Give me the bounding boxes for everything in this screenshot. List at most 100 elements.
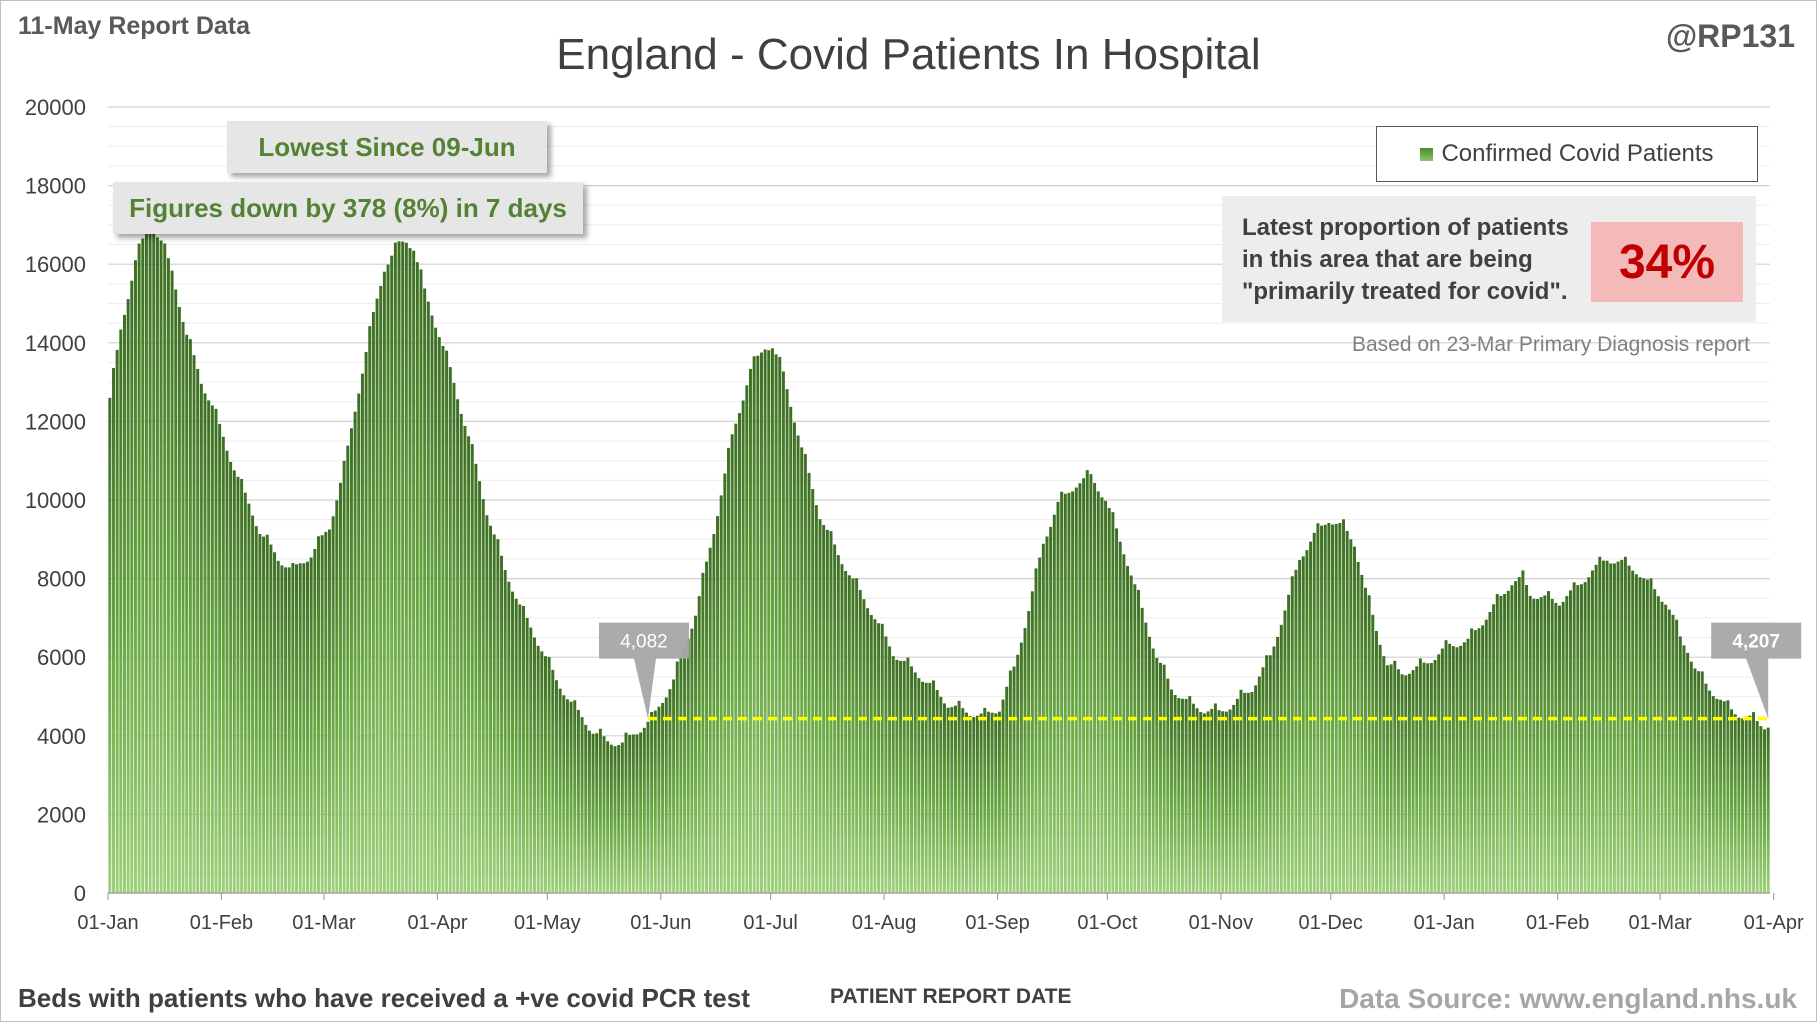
- bar: [811, 489, 815, 893]
- bar: [983, 707, 987, 893]
- bar: [133, 260, 137, 893]
- bar: [1104, 500, 1108, 893]
- bar: [496, 539, 500, 893]
- bar: [514, 598, 518, 893]
- y-tick-label: 0: [74, 881, 86, 906]
- y-tick-label: 20000: [25, 95, 86, 120]
- bar: [569, 701, 573, 893]
- y-tick-label: 6000: [37, 645, 86, 670]
- bar: [1082, 478, 1086, 893]
- bar: [1569, 590, 1572, 893]
- bar: [847, 575, 851, 893]
- bar: [214, 408, 218, 893]
- bar: [1144, 622, 1148, 893]
- bar: [741, 400, 745, 893]
- proportion-note: Based on 23-Mar Primary Diagnosis report: [1352, 333, 1750, 356]
- bar: [1678, 636, 1682, 893]
- bar: [196, 368, 200, 893]
- bar: [935, 690, 939, 893]
- bar: [1045, 536, 1049, 893]
- bar: [683, 647, 687, 893]
- bar: [719, 495, 723, 893]
- bar: [1345, 530, 1349, 893]
- bar: [1199, 712, 1203, 893]
- bar: [452, 382, 456, 893]
- bar: [752, 356, 756, 893]
- bar: [269, 544, 273, 893]
- bar: [298, 563, 302, 893]
- bar: [756, 355, 760, 893]
- x-tick-label: 01-Apr: [1744, 912, 1804, 934]
- bar: [554, 680, 558, 893]
- bar: [225, 450, 229, 893]
- bar: [1323, 524, 1327, 893]
- bar: [441, 345, 445, 893]
- bar: [774, 354, 778, 893]
- bar: [1078, 483, 1082, 893]
- bar: [349, 428, 353, 893]
- bar: [1005, 686, 1009, 893]
- bar: [1137, 589, 1140, 893]
- bar: [1060, 491, 1064, 893]
- bar: [763, 349, 767, 893]
- bar: [393, 242, 397, 893]
- bar: [141, 238, 145, 893]
- bar: [1667, 609, 1671, 893]
- bar: [1243, 692, 1247, 893]
- bar: [1023, 628, 1027, 893]
- bar: [727, 447, 730, 893]
- bar: [489, 525, 493, 893]
- bar: [1752, 712, 1756, 893]
- bar: [1221, 711, 1225, 893]
- bar: [1294, 569, 1298, 893]
- bar: [1700, 671, 1704, 893]
- bar: [829, 531, 833, 893]
- bar: [551, 669, 555, 893]
- bar: [946, 707, 950, 893]
- bar: [917, 678, 921, 893]
- bar: [386, 264, 390, 893]
- annotation-label: 4,207: [1732, 632, 1780, 653]
- bar: [536, 645, 540, 893]
- bar: [748, 368, 752, 893]
- bar: [1609, 563, 1613, 893]
- bar: [814, 505, 818, 893]
- bar: [1429, 662, 1433, 893]
- bar: [434, 327, 438, 893]
- bar: [1488, 611, 1492, 893]
- bar: [1631, 570, 1635, 893]
- bar: [346, 445, 350, 893]
- bar: [1733, 714, 1737, 893]
- bar: [1305, 550, 1309, 893]
- bar: [1254, 685, 1258, 893]
- bar: [540, 651, 544, 893]
- bar: [1415, 666, 1419, 893]
- bar: [485, 515, 489, 893]
- bar: [1638, 577, 1642, 893]
- bar: [705, 561, 709, 893]
- bar: [1510, 585, 1514, 893]
- bar: [1547, 591, 1551, 893]
- bar: [997, 711, 1001, 893]
- bar: [844, 571, 848, 893]
- y-tick-label: 18000: [25, 174, 86, 199]
- bar: [185, 334, 189, 893]
- bar: [866, 608, 870, 893]
- bar: [1623, 556, 1627, 893]
- bar: [1693, 668, 1697, 893]
- bar: [690, 628, 694, 893]
- bar: [137, 243, 141, 894]
- bar: [723, 473, 727, 893]
- bar: [1455, 647, 1459, 893]
- bar: [529, 627, 533, 893]
- bar: [565, 699, 569, 893]
- bar: [170, 270, 174, 893]
- bar: [390, 255, 394, 893]
- bar: [368, 326, 372, 894]
- value-annotation: 4,082: [598, 622, 689, 719]
- bar: [807, 472, 811, 893]
- bar: [144, 231, 148, 893]
- bar: [675, 661, 679, 893]
- bar: [708, 547, 712, 893]
- bar: [1349, 539, 1353, 893]
